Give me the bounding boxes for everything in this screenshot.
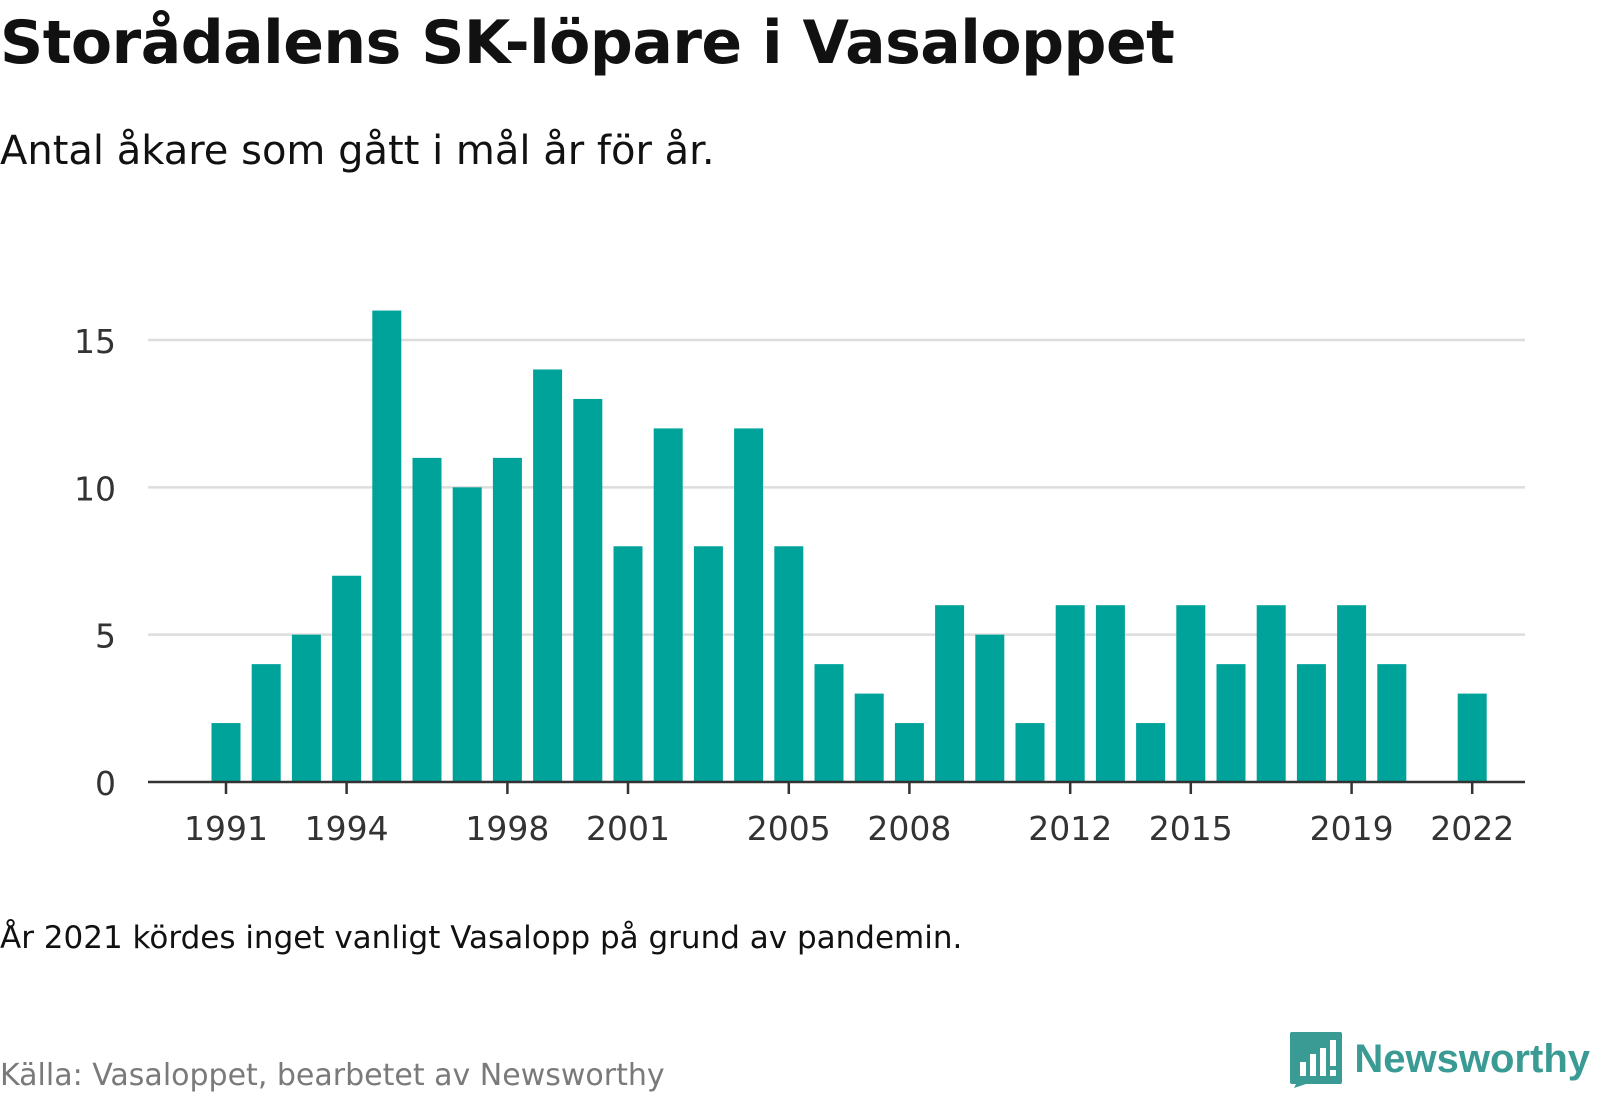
y-tick-label: 15 bbox=[74, 322, 116, 361]
bar-2007 bbox=[854, 693, 884, 782]
brand-name: Newsworthy bbox=[1354, 1036, 1590, 1081]
bar-2016 bbox=[1216, 664, 1246, 782]
bar-1995 bbox=[372, 310, 402, 782]
bar-1998 bbox=[492, 457, 522, 782]
bar-2003 bbox=[693, 546, 723, 782]
bar-2020 bbox=[1377, 664, 1407, 782]
x-tick-label: 2001 bbox=[586, 809, 670, 848]
x-tick-label: 2008 bbox=[867, 809, 951, 848]
bar-1994 bbox=[332, 575, 362, 782]
bars bbox=[211, 310, 1487, 782]
x-tick-label: 1991 bbox=[184, 809, 268, 848]
bar-2002 bbox=[653, 428, 683, 782]
bar-2012 bbox=[1055, 605, 1085, 782]
bar-2004 bbox=[734, 428, 764, 782]
bar-1992 bbox=[251, 664, 281, 782]
bar-2014 bbox=[1136, 723, 1166, 782]
bar-2019 bbox=[1337, 605, 1367, 782]
x-tick-label: 2005 bbox=[747, 809, 831, 848]
y-tick-label: 5 bbox=[95, 617, 116, 656]
y-tick-label: 10 bbox=[74, 469, 116, 508]
bar-2015 bbox=[1176, 605, 1206, 782]
x-tick-label: 2022 bbox=[1430, 809, 1514, 848]
bar-2006 bbox=[814, 664, 844, 782]
axes: 0 5 10 15 1991 1994 1998 2001 2005 2008 2012 2015 20… bbox=[74, 322, 1525, 848]
bar-1996 bbox=[412, 457, 442, 782]
source-text: Källa: Vasaloppet, bearbetet av Newswort… bbox=[0, 1058, 665, 1093]
newsworthy-logo-icon bbox=[1290, 1032, 1343, 1088]
bar-2017 bbox=[1256, 605, 1286, 782]
bar-2011 bbox=[1015, 723, 1045, 782]
x-tick-label: 2019 bbox=[1310, 809, 1394, 848]
x-tick-label: 2015 bbox=[1149, 809, 1233, 848]
bar-2010 bbox=[975, 634, 1005, 782]
bar-2009 bbox=[935, 605, 965, 782]
bar-2005 bbox=[774, 546, 804, 782]
bar-2001 bbox=[613, 546, 643, 782]
bar-2000 bbox=[573, 398, 603, 782]
chart-title: Storådalens SK-löpare i Vasaloppet bbox=[0, 8, 1175, 78]
x-tick-label: 2012 bbox=[1028, 809, 1112, 848]
bar-2022 bbox=[1457, 693, 1487, 782]
footnote: År 2021 kördes inget vanligt Vasalopp på… bbox=[0, 920, 963, 956]
brand-logo: Newsworthy bbox=[1288, 1030, 1590, 1088]
bar-1993 bbox=[291, 634, 321, 782]
bar-1991 bbox=[211, 723, 241, 782]
y-tick-label: 0 bbox=[95, 764, 116, 803]
x-tick-label: 1998 bbox=[465, 809, 549, 848]
x-tick-label: 1994 bbox=[305, 809, 389, 848]
bar-2013 bbox=[1095, 605, 1125, 782]
chart-subtitle: Antal åkare som gått i mål år för år. bbox=[0, 128, 715, 174]
bar-1997 bbox=[452, 487, 482, 782]
bar-2008 bbox=[894, 723, 924, 782]
bar-2018 bbox=[1296, 664, 1326, 782]
bar-1999 bbox=[533, 369, 563, 782]
